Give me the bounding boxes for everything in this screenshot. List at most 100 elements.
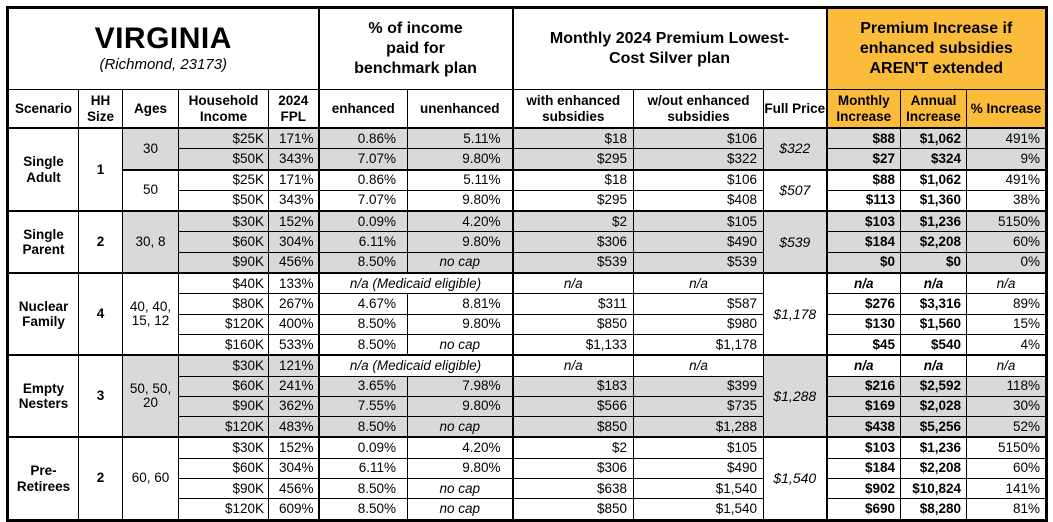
cell-monthly-increase: $88: [825, 127, 902, 150]
cell-full-price: $1,288: [763, 354, 828, 438]
cell-medicaid-note: n/a (Medicaid eligible): [317, 354, 514, 377]
cell-monthly-increase: $27: [825, 148, 902, 171]
cell-annual-increase: $1,360: [900, 189, 968, 212]
cell-premium-with: $306: [511, 457, 635, 480]
col-with-subsidies: with enhanced subsidies: [511, 89, 635, 129]
cell-annual-increase: $2,208: [900, 457, 968, 480]
cell-pct-increase: 38%: [966, 189, 1048, 212]
cell-ages: 50, 50, 20: [122, 354, 179, 438]
cell-fpl: 304%: [267, 457, 320, 480]
table-row: Nuclear Family 4 40, 40, 15, 12 $40K 133…: [7, 272, 1048, 356]
cell-pct-enhanced: 4.67%: [317, 293, 409, 315]
cell-income: $30K: [178, 354, 269, 377]
cell-pct-unenhanced: 9.80%: [407, 313, 514, 335]
cell-income: $30K: [178, 436, 269, 459]
cell-annual-increase: n/a: [900, 354, 968, 377]
cell-premium-with: $183: [511, 375, 635, 397]
col-ages: Ages: [122, 89, 179, 129]
cell-premium-with: $850: [511, 416, 635, 438]
cell-annual-increase: $1,560: [900, 313, 968, 335]
cell-pct-increase: 491%: [966, 127, 1048, 150]
cell-pct-enhanced: 6.11%: [317, 231, 409, 253]
cell-premium-with: $295: [511, 148, 635, 171]
cell-fpl: 483%: [267, 416, 320, 438]
cell-monthly-increase: $88: [825, 168, 902, 191]
cell-income: $30K: [178, 210, 269, 233]
cell-pct-increase: 118%: [966, 375, 1048, 397]
cell-income: $60K: [178, 457, 269, 480]
cell-annual-increase: $3,316: [900, 293, 968, 315]
cell-pct-increase: 141%: [966, 478, 1048, 500]
col-unenhanced: unenhanced: [407, 89, 514, 129]
column-header-row: Scenario HH Size Ages Household Income 2…: [7, 89, 1048, 129]
cell-pct-unenhanced: 8.81%: [407, 293, 514, 315]
cell-pct-unenhanced: 4.20%: [407, 436, 514, 459]
table-row: 50 $25K 171% 0.86% 5.11% $18 $106 $507 $…: [8, 168, 1048, 212]
cell-fpl: 533%: [267, 333, 320, 356]
cell-income: $80K: [178, 293, 269, 315]
cell-premium-with: $295: [511, 189, 635, 212]
group-increase: Premium Increase if enhanced subsidies A…: [825, 7, 1048, 90]
cell-pct-enhanced: 7.55%: [317, 395, 409, 418]
col-without-subsidies: w/out enhanced subsidies: [633, 89, 765, 129]
cell-monthly-increase: $0: [825, 251, 902, 274]
cell-pct-unenhanced: 9.80%: [407, 231, 514, 253]
cell-premium-without: $539: [633, 251, 765, 274]
col-fpl: 2024 FPL: [267, 89, 320, 129]
cell-premium-with: n/a: [511, 354, 635, 377]
cell-hh-size: 3: [78, 354, 123, 438]
cell-pct-increase: 5150%: [966, 210, 1048, 233]
cell-monthly-increase: $902: [825, 478, 902, 500]
cell-full-price: $507: [763, 168, 828, 212]
cell-pct-enhanced: 8.50%: [317, 313, 409, 335]
cell-premium-with: $2: [511, 210, 635, 233]
cell-annual-increase: $2,592: [900, 375, 968, 397]
cell-annual-increase: $540: [900, 333, 968, 356]
cell-monthly-increase: $184: [825, 457, 902, 480]
table-row: Single Adult 1 30 $25K 171% 0.86% 5.11% …: [7, 126, 1048, 212]
cell-premium-without: $106: [633, 168, 765, 191]
cell-premium-with: $18: [511, 127, 635, 150]
cell-premium-with: $1,133: [511, 333, 635, 356]
cell-premium-without: $408: [633, 189, 765, 212]
cell-ages: 40, 40, 15, 12: [122, 272, 179, 356]
cell-income: $25K: [178, 127, 269, 150]
cell-premium-without: $322: [633, 148, 765, 171]
cell-pct-enhanced: 3.65%: [317, 375, 409, 397]
cell-fpl: 121%: [267, 354, 320, 377]
cell-fpl: 400%: [267, 313, 320, 335]
cell-annual-increase: $2,028: [900, 395, 968, 418]
cell-pct-increase: n/a: [966, 354, 1048, 377]
cell-fpl: 609%: [267, 498, 320, 521]
cell-fpl: 152%: [267, 436, 320, 459]
cell-scenario: Pre-Retirees: [7, 436, 79, 521]
cell-ages: 50: [122, 168, 179, 212]
cell-pct-unenhanced: 4.20%: [407, 210, 514, 233]
col-scenario: Scenario: [7, 89, 79, 129]
cell-premium-without: $106: [633, 127, 765, 150]
cell-premium-with: $306: [511, 231, 635, 253]
cell-pct-increase: 60%: [966, 231, 1048, 253]
group-income-pct: % of income paid for benchmark plan: [317, 7, 514, 90]
cell-premium-with: $638: [511, 478, 635, 500]
table-row: $160K 533% 8.50% no cap $1,133 $1,178 $4…: [8, 333, 1048, 356]
cell-fpl: 133%: [267, 272, 320, 295]
cell-premium-with: $2: [511, 436, 635, 459]
cell-ages: 60, 60: [122, 436, 179, 521]
cell-fpl: 171%: [267, 168, 320, 191]
col-full-price: Full Price: [763, 89, 828, 129]
cell-annual-increase: $1,062: [900, 127, 968, 150]
cell-pct-unenhanced: 9.80%: [407, 148, 514, 171]
col-household-income: Household Income: [178, 89, 269, 129]
cell-pct-increase: 5150%: [966, 436, 1048, 459]
cell-annual-increase: $5,256: [900, 416, 968, 438]
cell-pct-unenhanced: no cap: [407, 333, 514, 356]
cell-fpl: 456%: [267, 478, 320, 500]
cell-pct-enhanced: 0.09%: [317, 436, 409, 459]
cell-pct-unenhanced: 7.98%: [407, 375, 514, 397]
cell-pct-increase: 60%: [966, 457, 1048, 480]
cell-monthly-increase: n/a: [825, 272, 902, 295]
cell-monthly-increase: $113: [825, 189, 902, 212]
table-row: $60K 304% 6.11% 9.80% $306 $490 $184 $2,…: [8, 457, 1048, 480]
